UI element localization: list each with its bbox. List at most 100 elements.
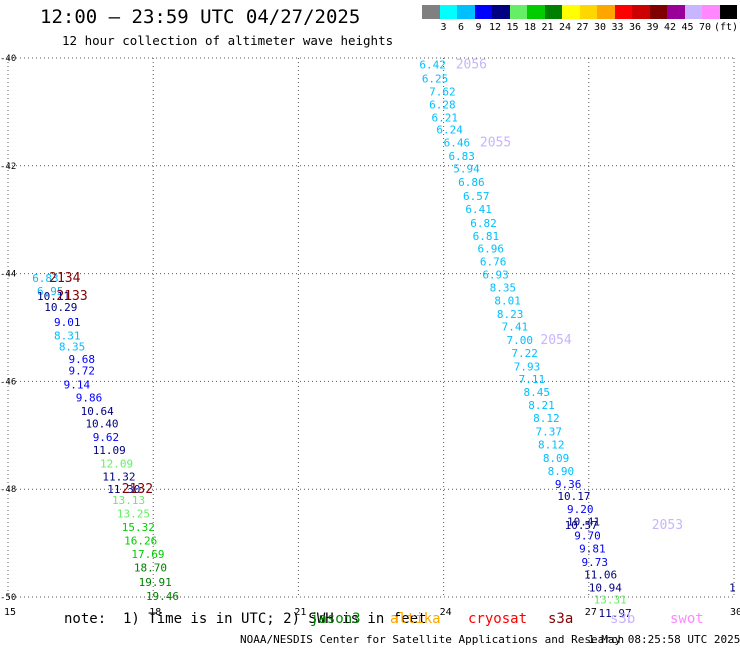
wave-height-reading: 7.37 (536, 426, 563, 439)
wave-height-reading: 8.12 (538, 438, 565, 451)
legend-unit: (ft) (714, 22, 739, 33)
wave-height-reading: 7.41 (502, 320, 529, 333)
chart-subtitle: 12 hour collection of altimeter wave hei… (62, 33, 394, 48)
legend-label: 3 (440, 22, 447, 33)
legend-swatch (544, 5, 562, 19)
wave-height-reading: 11.06 (584, 568, 617, 581)
legend-swatch (527, 5, 545, 19)
legend-swatch (614, 5, 632, 19)
lat-tick-label: -40 (0, 54, 16, 64)
legend-swatch (684, 5, 702, 19)
satellite-s3a: s3a (548, 611, 574, 627)
wave-height-reading: 9.86 (76, 392, 103, 405)
legend-swatch (579, 5, 597, 19)
legend-swatch (474, 5, 492, 19)
lon-tick-label: 24 (440, 607, 452, 618)
wave-height-reading: 8.21 (528, 399, 555, 412)
wave-height-reading: 8.35 (490, 282, 516, 295)
legend-swatch (492, 5, 510, 19)
wave-height-reading: 16.26 (124, 534, 157, 547)
wave-height-reading: 15.32 (122, 521, 155, 534)
wave-height-reading: 6.95 (37, 285, 64, 298)
wave-height-reading: 6.25 (422, 72, 449, 85)
pass-time-label: 2053 (652, 518, 683, 533)
wave-height-reading: 6.83 (448, 150, 475, 163)
wave-height-reading: 6.28 (429, 98, 456, 111)
lat-tick-label: -48 (0, 485, 16, 495)
legend-label: 6 (458, 22, 465, 33)
legend-swatch (562, 5, 580, 19)
wave-height-reading: 11.97 (598, 607, 631, 620)
wave-height-reading: 9.62 (93, 431, 120, 444)
wave-height-reading: 8.23 (497, 308, 523, 321)
wave-height-reading: 6.57 (463, 190, 490, 203)
satellite-altika: altika (390, 611, 441, 627)
wave-height-reading: 10.94 (589, 581, 622, 594)
legend-swatch (509, 5, 527, 19)
satellite-swot: swot (670, 611, 704, 627)
wave-height-reading: 6.93 (482, 269, 509, 282)
legend-swatch (649, 5, 667, 19)
pass-time-label: 2133 (56, 289, 87, 304)
wave-height-reading: 6.96 (477, 242, 504, 255)
wave-height-reading: 10.29 (44, 301, 77, 314)
legend-label: 42 (664, 22, 677, 33)
wave-height-reading: 6.42 (419, 58, 446, 71)
legend-swatch (422, 5, 440, 19)
pass-time-label: 2055 (480, 136, 511, 151)
legend-label: 21 (541, 22, 554, 33)
lon-tick-label: 30 (730, 607, 740, 618)
legend-swatch (457, 5, 475, 19)
wave-height-reading: 13.13 (112, 494, 145, 507)
pass-time-label: 2134 (49, 271, 80, 286)
legend-label: 33 (611, 22, 624, 33)
legend-label: 30 (594, 22, 607, 33)
legend-label: 24 (559, 22, 572, 33)
legend-label: 18 (524, 22, 537, 33)
wave-height-reading: 19.46 (146, 590, 179, 603)
wave-height-reading: 8.12 (533, 412, 560, 425)
legend-label: 45 (681, 22, 694, 33)
wave-height-reading: 9.36 (555, 478, 582, 491)
wave-height-reading: 11.09 (93, 444, 126, 457)
lon-tick-label: 21 (294, 607, 306, 618)
wave-height-reading: 8.01 (494, 295, 521, 308)
wave-height-reading: 9.01 (54, 316, 80, 329)
legend-label: 27 (576, 22, 589, 33)
wave-height-reading: 9.20 (567, 503, 594, 516)
wave-height-reading: 6.81 (473, 230, 500, 243)
lat-tick-label: -46 (0, 377, 16, 387)
wave-height-reading: 1 (729, 582, 736, 595)
pass-time-label: 2132 (122, 482, 153, 497)
legend-swatch (632, 5, 650, 19)
wave-height-reading: 10.41 (567, 516, 600, 529)
wave-height-reading: 6.24 (436, 124, 463, 137)
legend-label: 15 (506, 22, 519, 33)
wave-height-reading: 7.62 (429, 85, 456, 98)
wave-height-reading: 5.94 (453, 162, 480, 175)
legend-swatch (667, 5, 685, 19)
wave-height-reading: 9.70 (574, 530, 601, 543)
wave-height-reading: 7.11 (519, 373, 546, 386)
wave-height-reading: 6.21 (432, 111, 459, 124)
lat-tick-label: -50 (0, 593, 16, 603)
wave-height-reading: 10.11 (37, 290, 70, 303)
wave-height-reading: 11.30 (107, 483, 140, 496)
wave-height-reading: 8.45 (523, 386, 550, 399)
lon-tick-label: 27 (585, 607, 597, 618)
wave-height-reading: 6.41 (465, 203, 492, 216)
wave-height-reading: 10.40 (85, 417, 118, 430)
wave-height-reading: 8.90 (548, 465, 575, 478)
lat-tick-label: -44 (0, 270, 16, 280)
wave-height-reading: 9.72 (69, 365, 96, 378)
pass-time-label: 2054 (540, 333, 571, 348)
wave-height-reading: 6.86 (458, 176, 485, 189)
wave-height-reading: 9.68 (69, 353, 96, 366)
wave-height-reading: 13.25 (117, 507, 150, 520)
footer-note: note: 1) Time is in UTC; 2) SWH is in fe… (64, 611, 427, 627)
wave-height-reading: 17.69 (131, 548, 164, 561)
wave-height-reading: 13.31 (594, 594, 627, 607)
wave-height-reading: 19.91 (139, 576, 172, 589)
wave-height-reading: 10.64 (81, 405, 114, 418)
